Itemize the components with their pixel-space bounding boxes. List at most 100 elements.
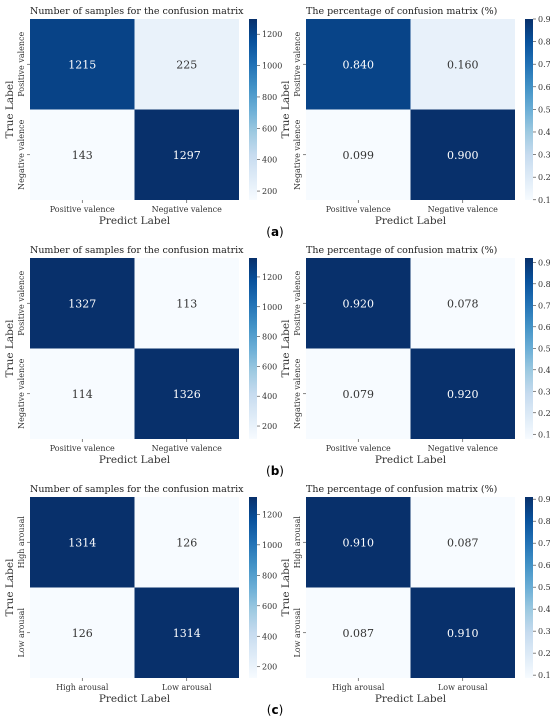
cell-value-label: 1215 bbox=[68, 58, 96, 71]
cell-value-label: 0.920 bbox=[447, 388, 479, 401]
x-tick-label: High arousal bbox=[56, 683, 109, 692]
x-tick-label: Positive valence bbox=[50, 444, 115, 453]
colorbar bbox=[525, 19, 533, 200]
colorbar-tick-label: 0.7 bbox=[538, 301, 550, 310]
cell-value-label: 0.910 bbox=[447, 627, 479, 640]
colorbar-tick-label: 0.9 bbox=[538, 495, 550, 504]
heatmap-cell bbox=[306, 587, 411, 678]
heatmap-cell bbox=[134, 587, 239, 678]
y-tick-label: Negative valence bbox=[17, 358, 26, 428]
y-axis-label: True Label bbox=[4, 319, 16, 378]
colorbar-tick-label: 0.2 bbox=[538, 173, 550, 182]
colorbar-tick-label: 0.7 bbox=[538, 539, 550, 548]
cell-value-label: 1314 bbox=[173, 627, 201, 640]
cell-value-label: 225 bbox=[176, 58, 197, 71]
heatmap-cell bbox=[30, 587, 135, 678]
heatmap-panel-3: Number of samples for the confusion matr… bbox=[4, 245, 282, 466]
heatmap-cell bbox=[30, 19, 135, 110]
colorbar-tick-label: 1000 bbox=[262, 303, 282, 312]
colorbar-tick-label: 0.8 bbox=[538, 517, 550, 526]
heatmap-cell bbox=[410, 587, 515, 678]
cell-value-label: 1314 bbox=[68, 536, 96, 549]
x-tick-label: Negative valence bbox=[152, 444, 222, 453]
heatmap-cell bbox=[410, 258, 515, 349]
cell-value-label: 0.078 bbox=[447, 297, 479, 310]
x-tick-label: Low arousal bbox=[438, 683, 488, 692]
x-tick-label: Negative valence bbox=[428, 444, 498, 453]
x-axis-label: Predict Label bbox=[99, 454, 171, 466]
y-tick-label: Low arousal bbox=[293, 608, 302, 658]
colorbar-tick-label: 600 bbox=[262, 362, 277, 371]
heatmap-cell bbox=[134, 258, 239, 349]
y-tick-label: Negative valence bbox=[17, 119, 26, 189]
colorbar-tick-label: 800 bbox=[262, 571, 277, 580]
heatmap-cell bbox=[306, 348, 411, 439]
y-tick-label: Negative valence bbox=[293, 119, 302, 189]
cell-value-label: 126 bbox=[176, 536, 197, 549]
heatmap-cell bbox=[306, 497, 411, 588]
colorbar-tick-label: 0.2 bbox=[538, 409, 550, 418]
heatmap-cell bbox=[306, 258, 411, 349]
colorbar-tick-label: 0.5 bbox=[538, 344, 550, 353]
colorbar-tick-label: 600 bbox=[262, 602, 277, 611]
chart-title: Number of samples for the confusion matr… bbox=[30, 6, 244, 17]
colorbar-tick-label: 1200 bbox=[262, 510, 282, 519]
y-tick-label: High arousal bbox=[293, 516, 302, 569]
y-tick-label: Positive valence bbox=[17, 31, 26, 96]
colorbar-tick-label: 0.7 bbox=[538, 60, 550, 69]
cell-value-label: 114 bbox=[72, 388, 93, 401]
x-axis-label: Predict Label bbox=[375, 454, 447, 466]
heatmap-panel-5: Number of samples for the confusion matr… bbox=[4, 484, 282, 705]
heatmap-panel-2: The percentage of confusion matrix (%) 0.… bbox=[280, 6, 550, 227]
cell-value-label: 1327 bbox=[68, 297, 96, 310]
heatmap-cell bbox=[410, 348, 515, 439]
colorbar-tick-label: 0.2 bbox=[538, 649, 550, 658]
y-axis-label: True Label bbox=[4, 80, 16, 139]
colorbar bbox=[249, 497, 257, 678]
colorbar-tick-label: 0.3 bbox=[538, 387, 550, 396]
y-tick-label: Positive valence bbox=[17, 270, 26, 335]
cell-value-label: 0.910 bbox=[343, 536, 375, 549]
heatmap-cell bbox=[30, 258, 135, 349]
heatmap-cell bbox=[410, 19, 515, 110]
colorbar-tick-label: 0.3 bbox=[538, 627, 550, 636]
colorbar-tick-label: 0.8 bbox=[538, 38, 550, 47]
colorbar-tick-label: 1200 bbox=[262, 273, 282, 282]
chart-title: The percentage of confusion matrix (%) bbox=[306, 245, 497, 256]
x-axis-label: Predict Label bbox=[99, 215, 171, 227]
cell-value-label: 0.099 bbox=[343, 149, 375, 162]
heatmap-cell bbox=[134, 109, 239, 200]
cell-value-label: 126 bbox=[72, 627, 93, 640]
cell-value-label: 0.087 bbox=[343, 627, 375, 640]
cell-value-label: 0.920 bbox=[343, 297, 375, 310]
x-tick-label: Positive valence bbox=[50, 205, 115, 214]
heatmap-panels: Number of samples for the confusion matr… bbox=[4, 6, 550, 705]
chart-title: Number of samples for the confusion matr… bbox=[30, 245, 244, 256]
heatmap-panel-1: Number of samples for the confusion matr… bbox=[4, 6, 282, 227]
heatmap-panel-4: The percentage of confusion matrix (%) 0.… bbox=[280, 245, 550, 466]
x-axis-label: Predict Label bbox=[99, 693, 171, 705]
colorbar-tick-label: 0.1 bbox=[538, 430, 550, 439]
y-tick-label: High arousal bbox=[17, 516, 26, 569]
x-tick-label: Positive valence bbox=[326, 205, 391, 214]
cell-value-label: 0.079 bbox=[343, 388, 375, 401]
colorbar-tick-label: 400 bbox=[262, 156, 277, 165]
x-tick-label: Low arousal bbox=[162, 683, 212, 692]
colorbar bbox=[249, 258, 257, 439]
heatmap-cell bbox=[30, 497, 135, 588]
chart-title: The percentage of confusion matrix (%) bbox=[306, 484, 497, 495]
colorbar-tick-label: 0.6 bbox=[538, 323, 550, 332]
y-tick-label: Negative valence bbox=[293, 358, 302, 428]
x-tick-label: Negative valence bbox=[428, 205, 498, 214]
colorbar-tick-label: 800 bbox=[262, 93, 277, 102]
colorbar-tick-label: 0.3 bbox=[538, 151, 550, 160]
colorbar-tick-label: 0.4 bbox=[538, 366, 550, 375]
colorbar-tick-label: 0.5 bbox=[538, 105, 550, 114]
colorbar-tick-label: 0.6 bbox=[538, 561, 550, 570]
heatmap-cell bbox=[306, 109, 411, 200]
chart-title: The percentage of confusion matrix (%) bbox=[306, 6, 497, 17]
heatmap-cell bbox=[30, 109, 135, 200]
y-axis-label: True Label bbox=[280, 80, 292, 139]
colorbar-tick-label: 200 bbox=[262, 422, 277, 431]
